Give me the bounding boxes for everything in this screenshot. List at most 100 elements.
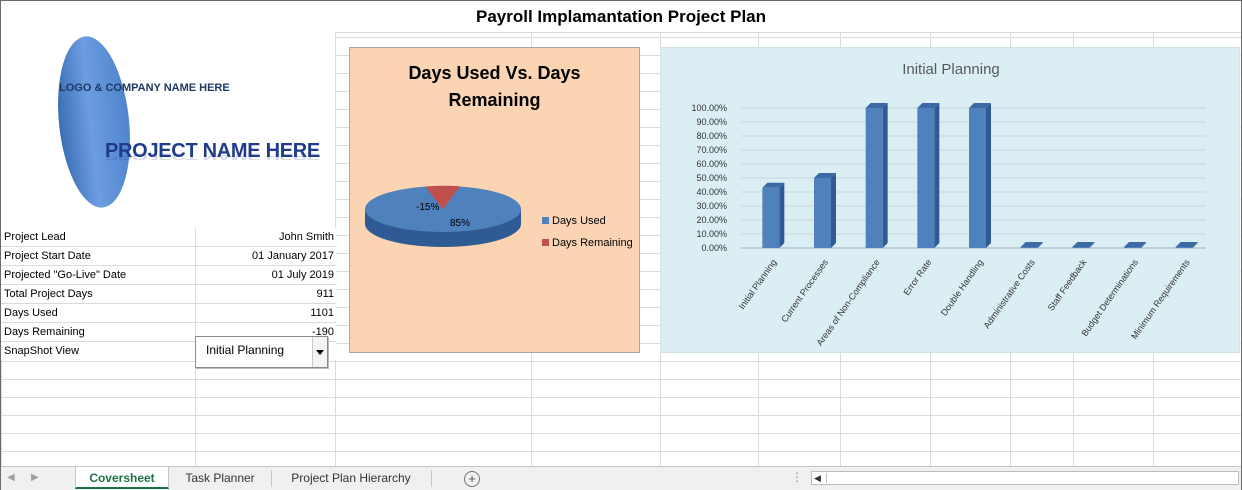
days-pie-chart[interactable]: Days Used Vs. Days Remaining -15% 85% Da…: [349, 47, 640, 353]
chevron-down-icon[interactable]: [312, 337, 327, 367]
x-tick-label: Minimum Requirements: [1129, 257, 1192, 341]
tab-divider: [431, 470, 432, 487]
logo-ellipse-shape: [50, 32, 138, 212]
pie-title-line1: Days Used Vs. Days: [408, 63, 581, 83]
y-tick-label: 80.00%: [696, 131, 727, 141]
bar-side: [934, 103, 940, 248]
legend-label-remaining: Days Remaining: [552, 237, 633, 249]
bar-top: [1124, 242, 1146, 247]
bar[interactable]: [1124, 247, 1141, 248]
bar-side: [1037, 242, 1043, 248]
cell-border: [195, 323, 196, 341]
y-tick-label: 10.00%: [696, 229, 727, 239]
y-tick-label: 0.00%: [701, 243, 727, 253]
pie-legend: Days Used Days Remaining: [542, 214, 633, 258]
bar-side: [1192, 242, 1198, 248]
info-row: Project Start Date 01 January 2017: [1, 247, 336, 266]
cell-border: [195, 285, 196, 303]
info-label[interactable]: Projected "Go-Live" Date: [4, 269, 127, 281]
y-tick-label: 40.00%: [696, 187, 727, 197]
bar-top: [1175, 242, 1198, 247]
triangle-right-icon[interactable]: ▶: [31, 472, 39, 483]
pie-title-line2: Remaining: [448, 90, 541, 110]
info-row: Days Used 1101: [1, 304, 336, 323]
info-label[interactable]: Days Used: [4, 307, 58, 319]
x-tick-label: Current Processes: [779, 257, 830, 324]
bar[interactable]: [969, 108, 986, 248]
y-tick-label: 60.00%: [696, 159, 727, 169]
bar-side: [882, 103, 888, 248]
tab-task-planner[interactable]: Task Planner: [185, 471, 255, 485]
info-value[interactable]: 01 July 2019: [271, 269, 334, 281]
tab-coversheet[interactable]: Coversheet: [75, 467, 169, 489]
project-name-reflection: PROJECT NAME HERE: [105, 151, 320, 161]
bar[interactable]: [814, 178, 831, 248]
bar-top: [969, 103, 991, 108]
pie-slice-remaining: [425, 185, 460, 209]
x-tick-label: Initial Planning: [737, 257, 779, 311]
bar-top: [1072, 242, 1095, 247]
x-tick-label: Double Handling: [939, 257, 985, 317]
triangle-left-icon[interactable]: ◀: [7, 472, 15, 483]
info-value[interactable]: 911: [316, 288, 334, 300]
scroll-thumb[interactable]: [826, 473, 827, 483]
info-row: Projected "Go-Live" Date 01 July 2019: [1, 266, 336, 285]
x-tick-label: Staff Feedback: [1046, 257, 1089, 313]
sheet-tabs-bar: ◀ ▶ Coversheet Task Planner Project Plan…: [1, 466, 1241, 490]
plus-circle-icon[interactable]: +: [464, 471, 480, 487]
snapshot-view-dropdown[interactable]: Initial Planning: [195, 336, 328, 368]
logo-company-name: LOGO & COMPANY NAME HERE: [59, 82, 230, 94]
cell-border: [195, 247, 196, 265]
bar[interactable]: [865, 108, 883, 248]
cell-border: [195, 228, 196, 246]
pie-label-used: 85%: [450, 218, 470, 229]
sheet-title[interactable]: Payroll Implamantation Project Plan: [1, 1, 1241, 33]
splitter-handle-icon[interactable]: ⋮: [791, 470, 803, 484]
x-tick-label: Administrative Costs: [982, 257, 1038, 330]
info-value[interactable]: -190: [311, 326, 334, 338]
y-tick-label: 20.00%: [696, 215, 727, 225]
bar[interactable]: [1072, 247, 1090, 248]
bar-chart-svg: Initial Planning 0.00% 10.00% 20.00% 30.00%…: [691, 61, 1206, 348]
bar-top: [814, 173, 836, 178]
horizontal-scrollbar[interactable]: ◀: [811, 471, 1239, 485]
bar[interactable]: [762, 187, 780, 248]
bar-side: [1089, 242, 1095, 248]
initial-planning-bar-chart[interactable]: Initial Planning 0.00% 10.00% 20.00% 30.00%…: [660, 47, 1240, 353]
info-label[interactable]: Days Remaining: [4, 326, 85, 338]
bar[interactable]: [917, 108, 935, 248]
snapshot-selected-value: Initial Planning: [206, 343, 285, 357]
y-tick-label: 90.00%: [696, 117, 727, 127]
bar-side: [986, 103, 991, 248]
info-label[interactable]: Project Lead: [4, 231, 66, 243]
info-label[interactable]: Project Start Date: [4, 250, 91, 262]
info-label[interactable]: Total Project Days: [4, 288, 93, 300]
tab-project-plan-hierarchy[interactable]: Project Plan Hierarchy: [291, 471, 411, 485]
bar[interactable]: [1020, 247, 1038, 248]
logo-area[interactable]: LOGO & COMPANY NAME HERE PROJECT NAME HE…: [1, 32, 335, 228]
bar[interactable]: [1175, 247, 1193, 248]
tab-divider: [271, 470, 272, 487]
bar-top: [917, 103, 940, 108]
bar-chart-title: Initial Planning: [902, 61, 1000, 78]
scroll-left-icon[interactable]: ◀: [814, 473, 821, 483]
y-tick-label: 50.00%: [696, 173, 727, 183]
info-row: Total Project Days 911: [1, 285, 336, 304]
info-value[interactable]: John Smith: [278, 231, 334, 243]
info-row: Project Lead John Smith: [1, 228, 336, 247]
x-tick-label: Error Rate: [901, 257, 933, 297]
legend-item-used: Days Used: [542, 214, 633, 236]
cell-border: [195, 266, 196, 284]
info-value[interactable]: 1101: [310, 307, 334, 319]
bar-top: [865, 103, 888, 108]
legend-item-remaining: Days Remaining: [542, 236, 633, 258]
info-value[interactable]: 01 January 2017: [252, 250, 334, 262]
snapshot-label[interactable]: SnapShot View: [4, 345, 80, 357]
cell-border: [195, 304, 196, 322]
x-tick-label: Budget Determinations: [1079, 257, 1140, 338]
bar-side: [779, 182, 785, 248]
bar-side: [831, 173, 836, 248]
pie-label-remaining: -15%: [416, 202, 439, 213]
legend-swatch-remaining: [542, 239, 549, 246]
y-tick-label: 70.00%: [696, 145, 727, 155]
